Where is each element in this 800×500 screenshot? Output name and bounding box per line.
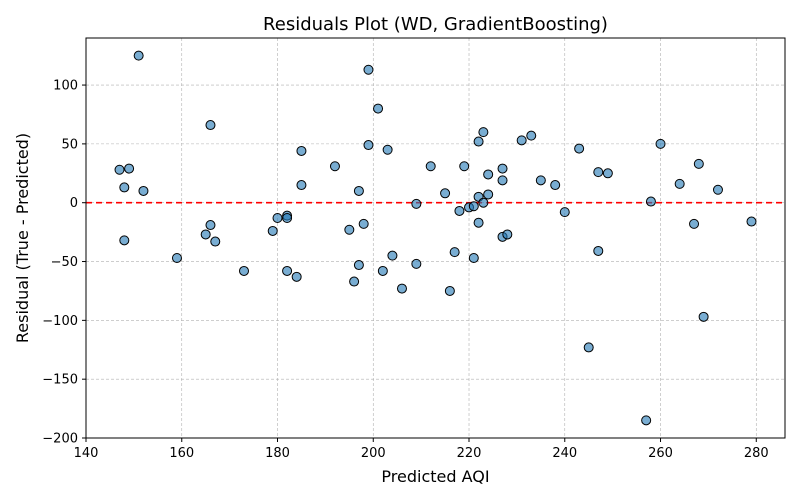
data-point [133, 50, 144, 61]
x-tick-label: 180 [265, 446, 290, 461]
data-point [516, 135, 527, 146]
data-point [693, 158, 704, 169]
y-tick-label: 0 [70, 196, 78, 211]
data-point [396, 283, 407, 294]
data-point [559, 207, 570, 218]
data-point [689, 218, 700, 229]
y-axis-ticks: −200 −150 −100 −50 0 50 100 [42, 79, 86, 447]
data-point [602, 168, 613, 179]
data-point [674, 178, 685, 189]
y-tick-label: −100 [42, 314, 78, 329]
data-point [583, 342, 594, 353]
x-tick-label: 260 [648, 446, 673, 461]
data-point [712, 184, 723, 195]
data-point [124, 163, 135, 174]
data-point [550, 180, 561, 191]
chart-title: Residuals Plot (WD, GradientBoosting) [263, 14, 608, 35]
data-point [387, 250, 398, 261]
y-tick-label: −150 [42, 373, 78, 388]
data-point [497, 163, 508, 174]
data-point [574, 143, 585, 154]
data-point [363, 140, 374, 151]
x-tick-label: 140 [74, 446, 99, 461]
data-point [411, 198, 422, 209]
x-tick-label: 200 [361, 446, 386, 461]
data-point [171, 253, 182, 263]
data-point [478, 127, 489, 138]
plot-background [86, 38, 785, 438]
data-point [291, 271, 302, 282]
data-point [641, 415, 652, 426]
data-point [593, 245, 604, 256]
data-point [119, 182, 130, 193]
data-point [483, 189, 494, 200]
data-point [344, 224, 355, 235]
data-point [296, 180, 307, 191]
data-point [210, 236, 221, 247]
data-point [353, 260, 364, 271]
data-point [282, 265, 293, 276]
data-point [468, 253, 479, 263]
x-tick-label: 240 [552, 446, 577, 461]
data-point [497, 175, 508, 186]
data-point [478, 197, 489, 208]
y-axis-label: Residual (True - Predicted) [13, 133, 32, 343]
data-point [468, 201, 479, 212]
data-point [473, 136, 484, 147]
x-tick-label: 280 [744, 446, 769, 461]
data-point [746, 216, 757, 227]
data-point [353, 185, 364, 196]
data-point [459, 161, 470, 172]
y-tick-label: −50 [51, 255, 78, 270]
data-point [655, 138, 666, 149]
data-point [483, 169, 494, 180]
data-point [449, 247, 460, 258]
x-tick-label: 220 [457, 446, 482, 461]
x-axis-label: Predicted AQI [381, 467, 489, 486]
data-point [296, 145, 307, 156]
data-point [272, 213, 283, 223]
data-point [282, 213, 293, 223]
data-point [377, 265, 388, 276]
data-point [205, 120, 216, 131]
data-point [363, 64, 374, 75]
data-point [698, 311, 709, 322]
y-tick-label: 100 [53, 79, 78, 94]
x-axis-ticks: 140 160 180 200 220 240 260 280 [74, 438, 769, 461]
data-point [593, 167, 604, 178]
y-tick-label: −200 [42, 432, 78, 447]
data-point [238, 265, 249, 276]
data-point [526, 130, 537, 141]
data-point [349, 276, 360, 287]
data-point [425, 161, 436, 172]
data-point [382, 144, 393, 155]
data-point [205, 220, 216, 231]
y-tick-label: 50 [61, 137, 78, 152]
data-point [535, 175, 546, 186]
data-point [473, 217, 484, 228]
data-point [267, 225, 278, 236]
x-tick-label: 160 [169, 446, 194, 461]
data-point [200, 229, 211, 240]
data-point [411, 258, 422, 269]
data-point [329, 161, 340, 172]
data-point [454, 205, 465, 216]
data-point [373, 103, 384, 114]
data-point [645, 196, 656, 207]
plot-frame [85, 37, 786, 439]
data-point [358, 218, 369, 229]
data-point [119, 235, 130, 246]
data-point [502, 229, 513, 240]
data-point [114, 164, 125, 175]
data-point [138, 185, 149, 196]
data-point [444, 285, 455, 296]
points-layer [114, 50, 757, 426]
data-point [440, 188, 451, 199]
